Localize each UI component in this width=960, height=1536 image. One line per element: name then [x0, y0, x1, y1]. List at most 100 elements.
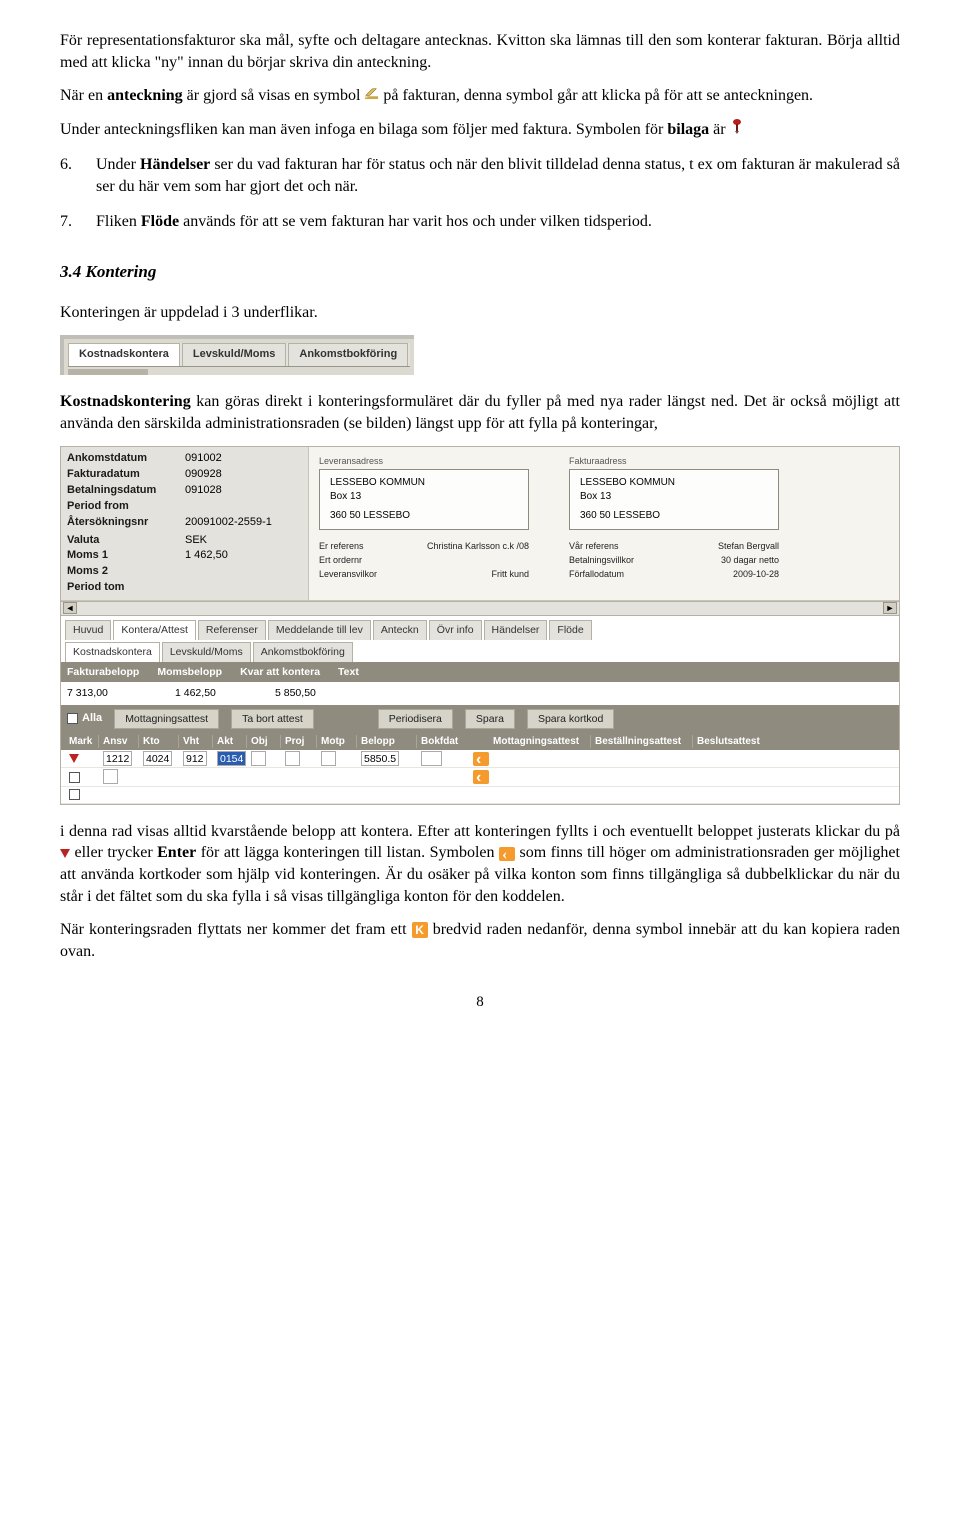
pushpin-icon: [730, 118, 744, 141]
list-item-7: 7. Fliken Flöde används för att se vem f…: [60, 211, 900, 233]
value: [185, 564, 302, 579]
text: Box 13: [330, 490, 518, 504]
tab-ovrinfo[interactable]: Övr info: [429, 620, 482, 640]
val-fakturabelopp: 7 313,00: [67, 686, 153, 700]
col-kvar: Kvar att kontera: [240, 665, 320, 679]
value: [185, 499, 302, 514]
empty-row[interactable]: [61, 768, 899, 786]
tab-anteckn[interactable]: Anteckn: [373, 620, 427, 640]
list-number: 6.: [60, 154, 96, 197]
text: används för att se vem fakturan har vari…: [179, 213, 652, 230]
input-akt[interactable]: 0154: [217, 751, 246, 766]
btn-mottagningsattest[interactable]: Mottagningsattest: [114, 709, 219, 729]
arrow-left-orange-icon: [499, 847, 515, 861]
triangle-down-icon[interactable]: [69, 754, 79, 763]
label: Moms 1: [67, 548, 185, 563]
col: Ansv: [99, 735, 139, 749]
ref-right: Vår referensStefan Bergvall Betalningsvi…: [569, 540, 779, 582]
tab-flode[interactable]: Flöde: [549, 620, 591, 640]
btn-periodisera[interactable]: Periodisera: [378, 709, 453, 729]
list-number: 7.: [60, 211, 96, 233]
input-ansv[interactable]: 1212: [103, 751, 132, 766]
btn-spara[interactable]: Spara: [465, 709, 515, 729]
col: Kto: [139, 735, 179, 749]
address-label: Leveransadress: [319, 455, 529, 467]
row-checkbox[interactable]: [69, 772, 80, 783]
page-number: 8: [60, 992, 900, 1012]
col: Obj: [247, 735, 281, 749]
input-vht[interactable]: 912: [183, 751, 207, 766]
section-heading-kontering: 3.4 Kontering: [60, 261, 900, 284]
col-fakturabelopp: Fakturabelopp: [67, 665, 139, 679]
input-motp[interactable]: [321, 751, 336, 766]
tab-handelser[interactable]: Händelser: [484, 620, 548, 640]
value: 091028: [185, 483, 302, 498]
tab-kontera-attest[interactable]: Kontera/Attest: [113, 620, 196, 640]
amount-summary-band: Fakturabelopp Momsbelopp Kvar att konter…: [61, 662, 899, 704]
input-obj[interactable]: [251, 751, 266, 766]
bold-bilaga: bilaga: [667, 121, 709, 138]
btn-spara-kortkod[interactable]: Spara kortkod: [527, 709, 614, 729]
value: 2009-10-28: [733, 568, 779, 580]
checkbox-alla[interactable]: Alla: [67, 711, 102, 726]
text: 360 50 LESSEBO: [580, 509, 768, 523]
value: 30 dagar netto: [721, 554, 779, 566]
btn-ta-bort-attest[interactable]: Ta bort attest: [231, 709, 314, 729]
col: Akt: [213, 735, 247, 749]
tab-kostnadskontera[interactable]: Kostnadskontera: [68, 343, 180, 366]
val-momsbelopp: 1 462,50: [175, 686, 253, 700]
k-icon: K: [412, 922, 428, 938]
label: Betalningsdatum: [67, 483, 185, 498]
input-belopp[interactable]: 5850.5: [361, 751, 399, 766]
input-kto[interactable]: 4024: [143, 751, 172, 766]
empty-row[interactable]: [61, 787, 899, 804]
text: Box 13: [580, 490, 768, 504]
address-label: Fakturaadress: [569, 455, 779, 467]
label-alla: Alla: [82, 712, 102, 724]
tab-levskuld[interactable]: Levskuld/Moms: [182, 343, 287, 366]
arrow-left-orange-icon[interactable]: [473, 770, 489, 784]
subtab-ankomst[interactable]: Ankomstbokföring: [253, 642, 353, 662]
invoice-preview-panel: Leveransadress LESSEBO KOMMUN Box 13 360…: [309, 447, 899, 600]
kontering-intro: Konteringen är uppdelad i 3 underflikar.: [60, 302, 900, 324]
tab-meddelande[interactable]: Meddelande till lev: [268, 620, 371, 640]
text: När en: [60, 87, 107, 104]
scroll-left-icon[interactable]: ◄: [63, 602, 77, 614]
text: eller trycker: [70, 844, 157, 861]
tab-referenser[interactable]: Referenser: [198, 620, 266, 640]
value: Christina Karlsson c.k /08: [427, 540, 529, 552]
admin-row-paragraph: i denna rad visas alltid kvarstående bel…: [60, 821, 900, 907]
input-proj[interactable]: [285, 751, 300, 766]
copy-row-paragraph: När konteringsraden flyttats ner kommer …: [60, 919, 900, 962]
tab-huvud[interactable]: Huvud: [65, 620, 111, 640]
value: 1 462,50: [185, 548, 302, 563]
input[interactable]: [103, 769, 118, 784]
bold-enter: Enter: [157, 844, 196, 861]
admin-row[interactable]: 1212 4024 912 0154 5850.5: [61, 750, 899, 768]
text: 360 50 LESSEBO: [330, 509, 518, 523]
input-bokfdat[interactable]: [421, 751, 442, 766]
value: 091002: [185, 451, 302, 466]
tab-ankomstbokforing[interactable]: Ankomstbokföring: [288, 343, 408, 366]
attest-toolbar: Alla Mottagningsattest Ta bort attest Pe…: [61, 705, 899, 733]
list-text: Under Händelser ser du vad fakturan har …: [96, 154, 900, 197]
col: Vht: [179, 735, 213, 749]
col-text: Text: [338, 665, 359, 679]
scroll-right-icon[interactable]: ►: [883, 602, 897, 614]
kostnadskontering-paragraph: Kostnadskontering kan göras direkt i kon…: [60, 391, 900, 434]
text: Under anteckningsfliken kan man även inf…: [60, 121, 667, 138]
list-item-6: 6. Under Händelser ser du vad fakturan h…: [60, 154, 900, 197]
arrow-left-orange-icon[interactable]: [473, 752, 489, 766]
text: är: [709, 121, 729, 138]
text: LESSEBO KOMMUN: [580, 476, 768, 490]
subtab-kostnadskontera[interactable]: Kostnadskontera: [65, 642, 160, 662]
label: Valuta: [67, 533, 185, 548]
row-checkbox[interactable]: [69, 789, 80, 800]
label: Återsökningsnr: [67, 515, 185, 530]
col: Bokfdat: [417, 735, 469, 749]
value: Stefan Bergvall: [718, 540, 779, 552]
subtab-levskuld[interactable]: Levskuld/Moms: [162, 642, 251, 662]
horizontal-scrollbar[interactable]: ◄ ►: [61, 601, 899, 615]
ref-left: Er referensChristina Karlsson c.k /08 Er…: [319, 540, 529, 582]
bilaga-paragraph: Under anteckningsfliken kan man även inf…: [60, 119, 900, 142]
